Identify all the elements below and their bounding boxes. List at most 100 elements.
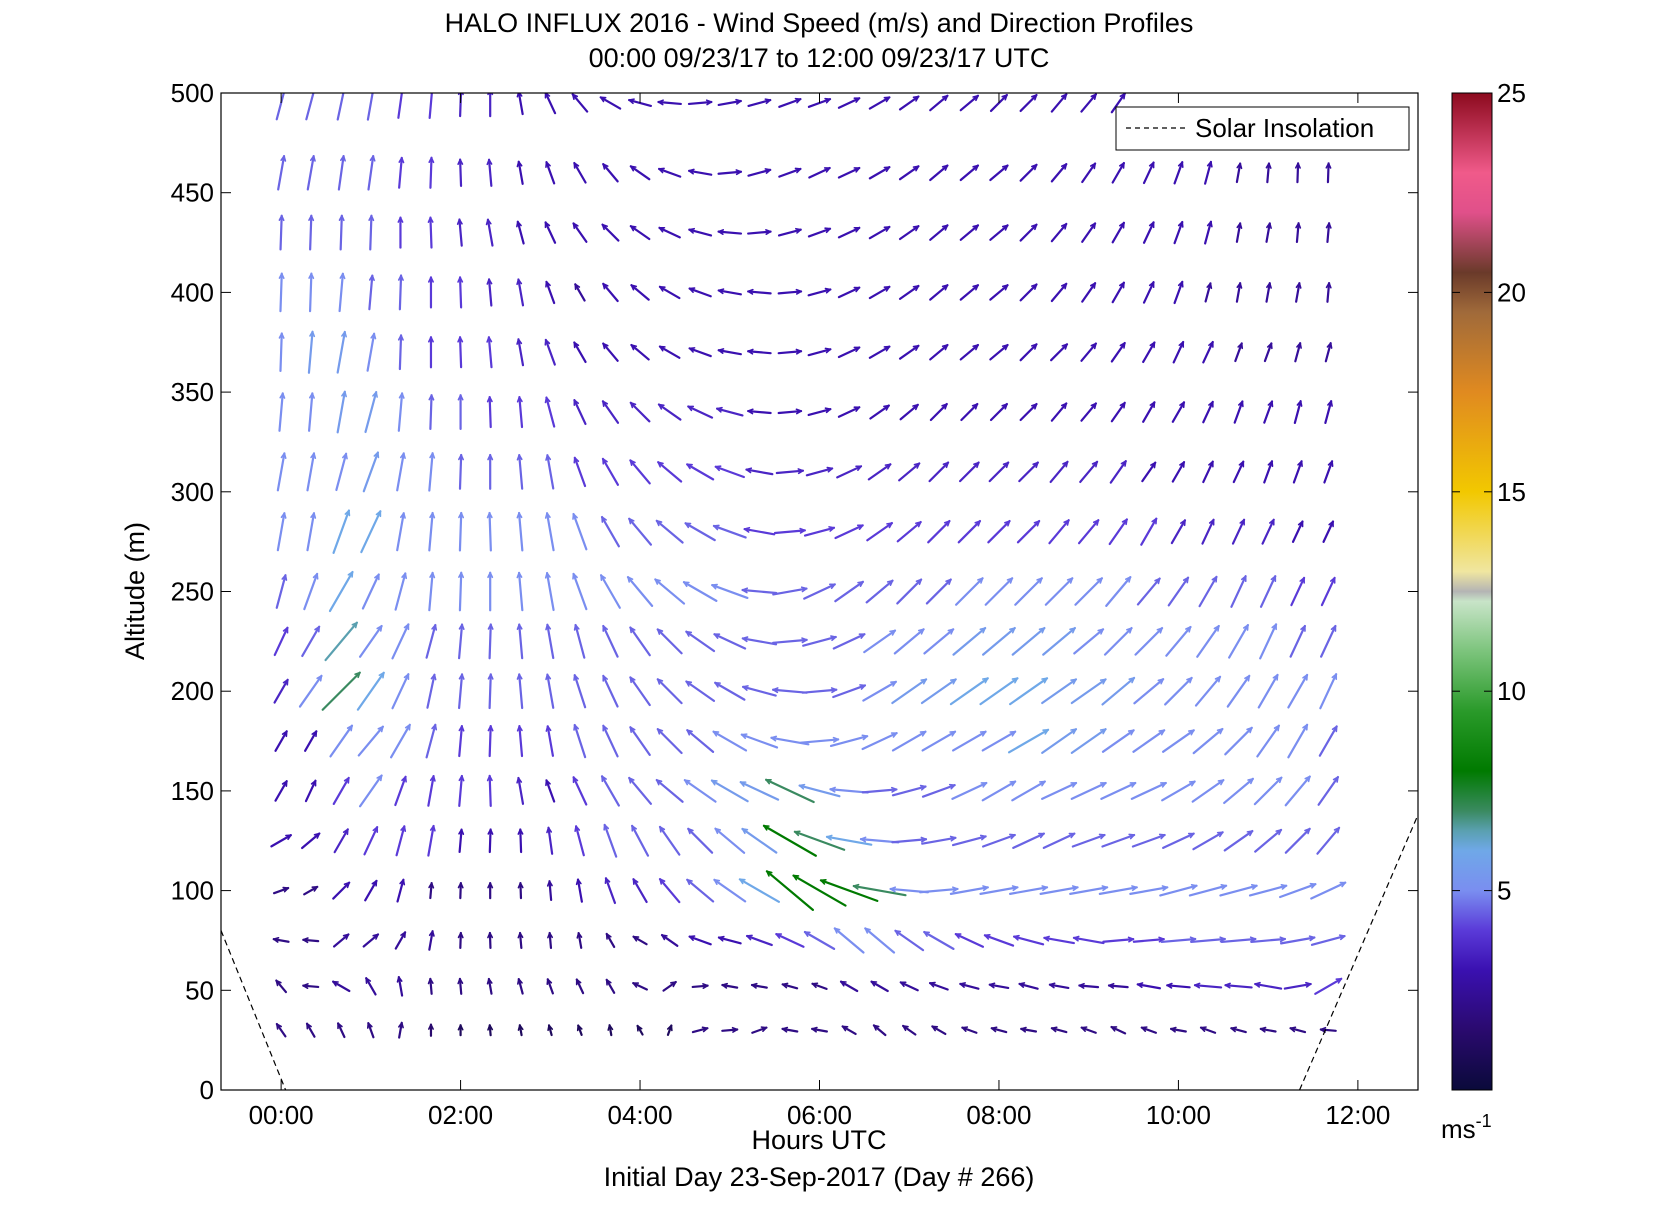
wind-vector <box>891 784 927 797</box>
wind-vector-head <box>887 463 892 470</box>
wind-vector-shaft <box>1317 775 1340 806</box>
wind-vector-shaft <box>771 638 808 644</box>
wind-vector-head <box>1073 935 1080 939</box>
wind-vector <box>1044 577 1074 606</box>
wind-vector-shaft <box>1259 575 1277 608</box>
wind-vector-shaft <box>389 723 411 759</box>
wind-vector-shaft <box>959 982 980 990</box>
wind-vector-shaft <box>518 931 523 950</box>
wind-vector-shaft <box>688 287 712 298</box>
wind-vector-head <box>400 274 404 281</box>
wind-vector-shaft <box>577 931 583 949</box>
wind-vector-head <box>461 673 465 680</box>
wind-vector-head <box>811 1026 818 1030</box>
wind-vector-shaft <box>1070 781 1107 800</box>
wind-vector-shaft <box>923 628 955 655</box>
wind-vector <box>837 346 861 359</box>
wind-vector <box>958 461 980 483</box>
wind-vector <box>1230 575 1247 608</box>
wind-vector-head <box>603 824 610 830</box>
wind-vector-head <box>461 623 465 631</box>
wind-vector-head <box>825 227 831 234</box>
wind-vector-shaft <box>1019 93 1038 113</box>
wind-vector <box>1319 673 1338 710</box>
wind-vector <box>687 405 714 419</box>
wind-vector <box>1009 677 1049 706</box>
wind-vector <box>427 775 436 807</box>
wind-vector <box>575 978 585 995</box>
wind-vector-head <box>1311 883 1317 889</box>
wind-vector <box>458 623 465 660</box>
wind-vector-head <box>717 288 725 292</box>
wind-vector-head <box>1327 162 1332 169</box>
wind-vector-head <box>284 574 288 581</box>
wind-vector <box>1169 1026 1187 1033</box>
wind-vector-shaft <box>775 469 805 475</box>
wind-vector-shaft <box>1231 518 1246 545</box>
wind-vector <box>1108 518 1129 546</box>
wind-vector-head <box>573 674 579 680</box>
wind-vector <box>487 673 494 710</box>
wind-vector-shaft <box>458 218 463 247</box>
wind-vector-shaft <box>517 977 524 995</box>
wind-vector <box>898 344 920 360</box>
wind-vector-shaft <box>1018 461 1039 483</box>
x-tick-label: 06:00 <box>787 1100 852 1130</box>
wind-vector-shaft <box>1314 977 1343 995</box>
wind-vector-shaft <box>275 1022 287 1038</box>
wind-vector-head <box>1336 776 1339 783</box>
wind-vector <box>1019 343 1038 362</box>
wind-vector-shaft <box>1266 162 1271 184</box>
wind-vector-head <box>1093 93 1097 100</box>
wind-vector-head <box>860 836 867 840</box>
wind-vector-shaft <box>1191 779 1225 803</box>
wind-vector-shaft <box>960 402 979 422</box>
wind-vector-shaft <box>573 456 587 488</box>
wind-vector <box>751 1026 768 1034</box>
wind-vector-head <box>400 334 404 341</box>
wind-vector <box>626 576 654 607</box>
wind-vector-shaft <box>336 1022 346 1039</box>
wind-vector-head <box>885 345 891 352</box>
wind-vector-shaft <box>837 97 861 109</box>
wind-vector-shaft <box>1259 623 1278 660</box>
wind-vector-head <box>1034 343 1038 350</box>
wind-vector <box>981 730 1017 752</box>
wind-vector-shaft <box>338 272 344 313</box>
wind-vector <box>1257 673 1279 709</box>
wind-vector-shaft <box>1071 833 1106 848</box>
wind-vector-shaft <box>834 524 864 540</box>
wind-vector-head <box>1249 726 1253 734</box>
wind-vector-head <box>657 461 664 465</box>
wind-vector <box>630 343 650 361</box>
wind-vector-head <box>1279 938 1286 943</box>
wind-vector-shaft <box>1234 342 1243 363</box>
wind-vector-head <box>716 406 723 410</box>
wind-vector-head <box>630 344 638 348</box>
wind-vector <box>952 730 987 752</box>
wind-vector-head <box>915 165 920 172</box>
wind-vector <box>546 978 554 995</box>
wind-vector-shaft <box>691 984 709 989</box>
wind-vector-head <box>1064 163 1068 170</box>
wind-vector-head <box>1004 284 1009 291</box>
wind-vector-shaft <box>1111 161 1126 184</box>
wind-vector-shaft <box>1322 520 1335 543</box>
wind-vector <box>747 98 772 107</box>
wind-vector-head <box>950 837 957 842</box>
wind-vector-shaft <box>396 512 405 552</box>
wind-vector-shaft <box>488 724 492 758</box>
wind-vector <box>1166 982 1191 989</box>
wind-vector <box>747 348 772 355</box>
wind-vector-shaft <box>397 975 404 997</box>
wind-vector-head <box>280 272 285 280</box>
wind-vector <box>487 623 494 660</box>
wind-vector-head <box>741 636 749 640</box>
wind-vector-head <box>922 678 927 685</box>
wind-vector-shaft <box>805 467 834 477</box>
wind-vector <box>982 626 1016 656</box>
wind-vector-shaft <box>546 978 554 995</box>
wind-vector-shaft <box>1161 780 1196 802</box>
wind-vector-head <box>517 338 523 345</box>
